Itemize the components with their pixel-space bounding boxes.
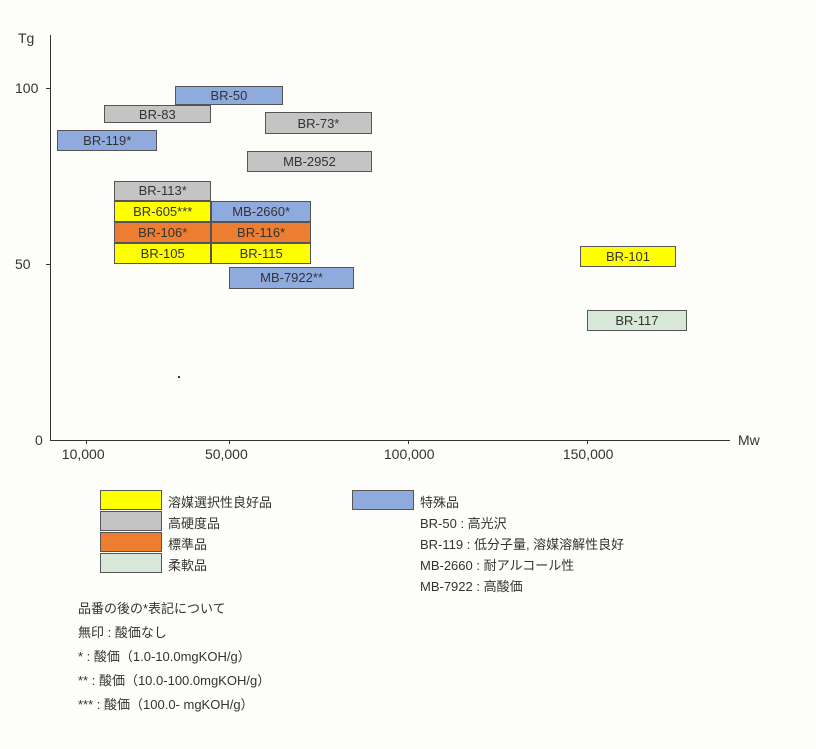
legend-swatch [100, 553, 162, 573]
product-box: BR-105 [114, 243, 211, 264]
product-box: BR-119* [57, 130, 157, 151]
product-box: BR-50 [175, 86, 282, 105]
stray-mark [178, 376, 180, 378]
product-box: BR-83 [104, 105, 211, 123]
y-tick: 100 [15, 80, 38, 96]
footnote: 無印 : 酸価なし [78, 622, 167, 641]
legend-swatch [100, 511, 162, 531]
special-note: MB-7922 : 高酸価 [420, 576, 523, 595]
x-axis-label: Mw [738, 432, 760, 448]
product-box: BR-116* [211, 222, 311, 243]
special-note: MB-2660 : 耐アルコール性 [420, 555, 574, 574]
product-box: BR-115 [211, 243, 311, 264]
legend-swatch [100, 490, 162, 510]
y-axis-label: Tg [18, 30, 34, 46]
footnote: * : 酸価（1.0-10.0mgKOH/g） [78, 646, 251, 665]
product-box: BR-113* [114, 181, 211, 200]
special-note: BR-119 : 低分子量, 溶媒溶解性良好 [420, 534, 624, 553]
tg-mw-chart: Tg Mw 0 50 100 10,000 50,000 100,000 150,000 BR-5… [0, 0, 816, 749]
x-axis-line [50, 440, 730, 441]
product-box: BR-605*** [114, 201, 211, 222]
product-box: BR-117 [587, 310, 687, 331]
x-tick: 150,000 [563, 446, 614, 462]
x-tick: 100,000 [384, 446, 435, 462]
footnote: ** : 酸価（10.0-100.0mgKOH/g） [78, 670, 270, 689]
x-tick: 50,000 [205, 446, 248, 462]
product-box: BR-101 [580, 246, 677, 267]
special-note: BR-50 : 高光沢 [420, 513, 507, 532]
x-tick: 10,000 [62, 446, 105, 462]
footnote: 品番の後の*表記について [78, 598, 226, 617]
product-box: MB-7922** [229, 267, 354, 288]
product-box: MB-2660* [211, 201, 311, 222]
legend-label: 柔軟品 [168, 555, 207, 574]
product-box: MB-2952 [247, 151, 372, 172]
legend-swatch [100, 532, 162, 552]
legend-label: 溶媒選択性良好品 [168, 492, 272, 511]
y-tick: 50 [15, 256, 31, 272]
legend-label: 高硬度品 [168, 513, 220, 532]
footnote: *** : 酸価（100.0- mgKOH/g） [78, 694, 254, 713]
y-tick: 0 [35, 432, 43, 448]
legend-label: 標準品 [168, 534, 207, 553]
legend-swatch [352, 490, 414, 510]
product-box: BR-73* [265, 112, 372, 133]
y-axis-line [50, 35, 51, 440]
product-box: BR-106* [114, 222, 211, 243]
special-note: 特殊品 [420, 492, 459, 511]
